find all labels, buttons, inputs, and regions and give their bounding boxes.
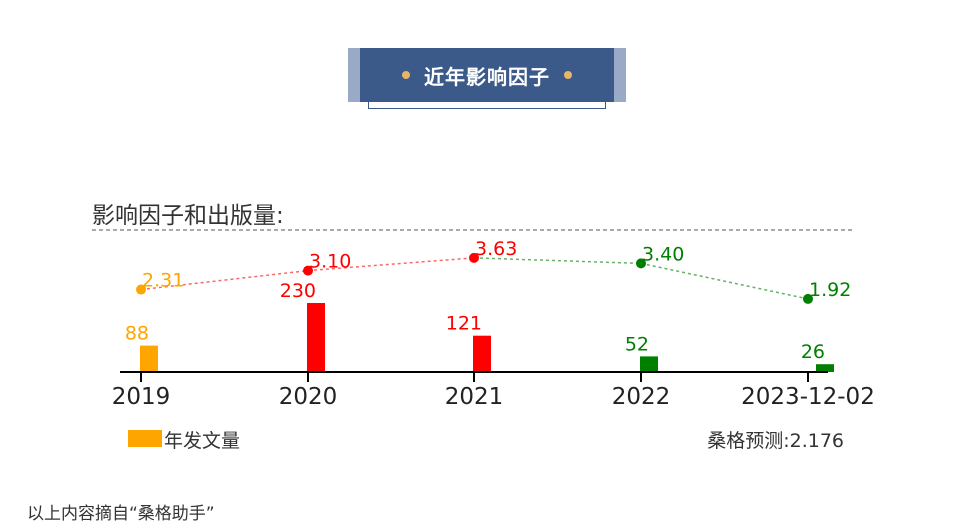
- point-label-2021: 3.63: [475, 238, 517, 260]
- banner-title: 近年影响因子: [424, 64, 550, 89]
- bar-2022: [640, 356, 658, 372]
- banner-edge-left: [348, 48, 362, 102]
- banner-dot-left-icon: [402, 71, 410, 79]
- tick-label-2020: 2020: [279, 384, 338, 410]
- banner-edge-right: [612, 48, 626, 102]
- bar-2021: [473, 335, 491, 372]
- bar-label-2019: 88: [125, 323, 149, 345]
- point-2019: [136, 284, 146, 295]
- tick-label-2023-12-02: 2023-12-02: [741, 384, 875, 410]
- point-2020: [303, 265, 313, 276]
- point-label-2019: 2.31: [142, 270, 184, 292]
- impact-factor-line-group: 2.31 3.10 3.63 3.40 1.92: [136, 238, 851, 304]
- legend-swatch: [128, 430, 162, 447]
- tick-label-2021: 2021: [445, 384, 504, 410]
- point-2022: [636, 258, 646, 269]
- line-segment-3: [473, 257, 642, 265]
- tick-label-2019: 2019: [112, 384, 171, 410]
- banner: 近年影响因子: [348, 48, 626, 109]
- impact-factor-chart: 影响因子和出版量: 2.31 3.10 3.63 3.40 1.92 88 230 121 5…: [92, 203, 875, 452]
- line-segment-1: [140, 269, 309, 291]
- point-label-2022: 3.40: [642, 243, 684, 265]
- publication-bar-group: 88 230 121 52 26: [125, 280, 834, 372]
- bar-label-2022: 52: [625, 333, 649, 355]
- point-2021: [469, 252, 479, 263]
- source-note: 以上内容摘自“桑格助手”: [27, 504, 215, 524]
- bar-label-2020: 230: [280, 280, 316, 302]
- prediction-label: 桑格预测:2.176: [707, 430, 844, 452]
- bar-2019: [140, 345, 158, 372]
- x-axis-ticks: 2019 2020 2021 2022 2023-12-02: [112, 372, 875, 410]
- legend-label: 年发文量: [164, 430, 240, 452]
- line-segment-4: [640, 262, 809, 300]
- point-label-2020: 3.10: [309, 251, 351, 273]
- banner-main: 近年影响因子: [360, 48, 614, 102]
- line-segment-2: [307, 257, 475, 272]
- tick-label-2022: 2022: [612, 384, 671, 410]
- bar-label-2021: 121: [446, 313, 482, 335]
- banner-dot-right-icon: [564, 71, 572, 79]
- point-label-2023-12-02: 1.92: [809, 279, 851, 301]
- chart-title: 影响因子和出版量:: [92, 203, 284, 229]
- bar-2020: [307, 303, 325, 372]
- bar-2023-12-02: [816, 364, 834, 372]
- point-2023-12-02: [803, 293, 813, 304]
- bar-label-2023-12-02: 26: [801, 341, 825, 363]
